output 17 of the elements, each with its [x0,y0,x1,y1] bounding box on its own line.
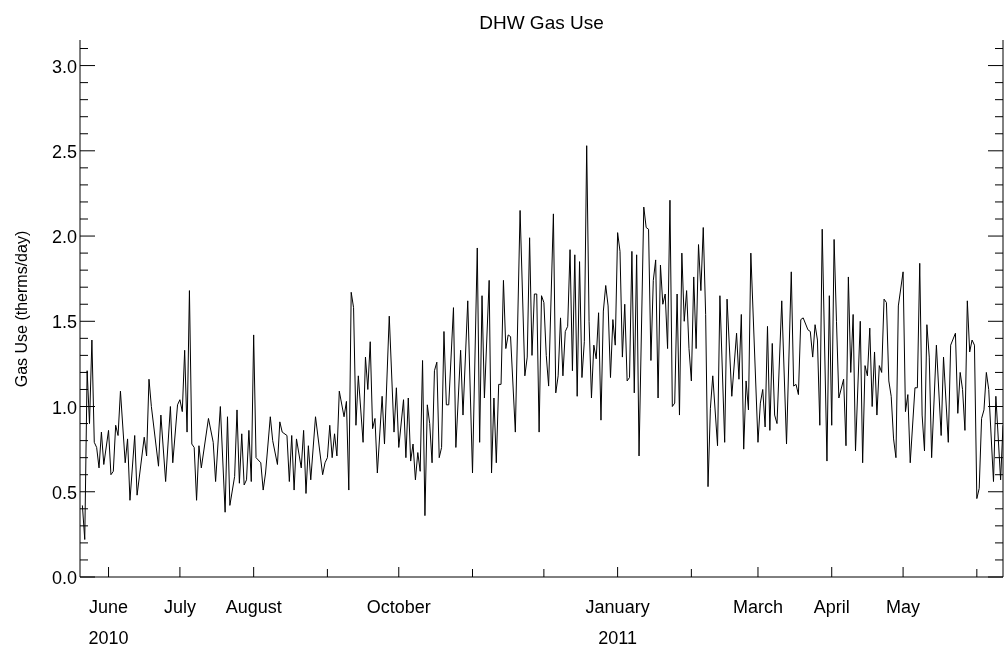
x-tick-label: May [886,597,921,617]
x-tick-label: March [732,597,783,617]
y-tick-label: 1.5 [51,312,77,333]
x-tick-label: July [163,597,196,617]
x-tick-label: August [225,597,282,617]
y-tick-label: 1.0 [51,397,77,418]
y-tick-label: 2.0 [51,227,77,248]
y-tick-label: 0.5 [51,482,77,503]
x-tick-label: October [366,597,431,617]
y-tick-label: 0.0 [51,568,77,588]
x-tick-label: January 2011 [585,597,650,648]
y-axis-title: Gas Use (therms/day) [13,230,31,387]
chart-title: DHW Gas Use [478,12,605,34]
x-tick-label: June 2010 [88,597,129,648]
y-tick-label: 2.5 [51,141,77,162]
y-tick-label: 3.0 [51,56,77,77]
x-tick-label: April [813,597,850,617]
